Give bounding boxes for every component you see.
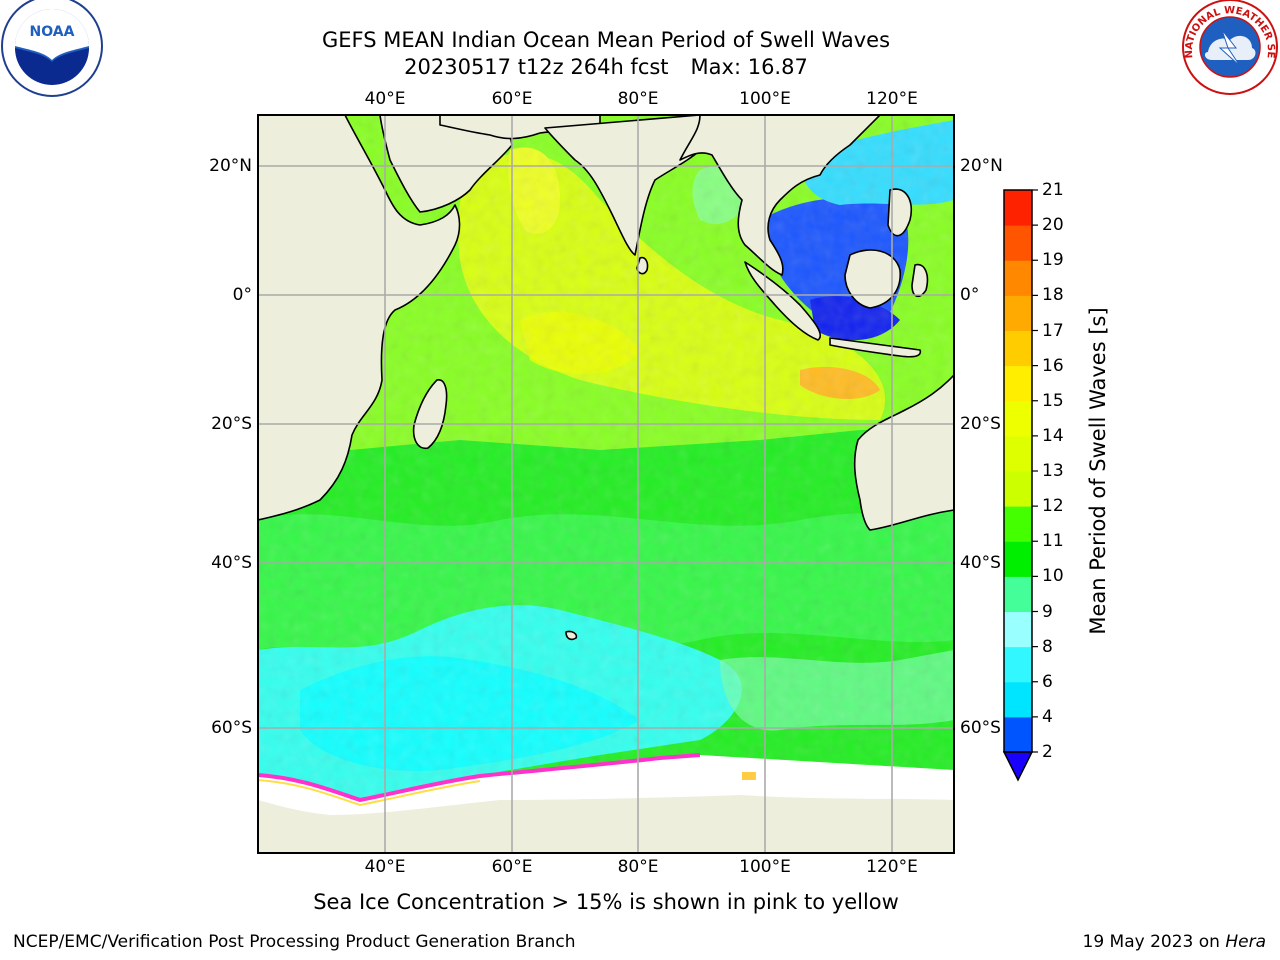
sea-ice-edge (258, 753, 701, 803)
colorbar-tick-label: 17 (1042, 320, 1064, 341)
kerguelen-land (565, 630, 578, 641)
colorbar-tick-label: 18 (1042, 285, 1064, 306)
colorbar-tick-label: 15 (1042, 390, 1064, 411)
arabia-land (379, 115, 513, 213)
lon-label-bottom-120e: 120°E (866, 857, 918, 877)
colorbar-tick-label: 12 (1042, 496, 1064, 517)
lon-label-bottom-80e: 80°E (617, 857, 659, 877)
colorbar-tick-label: 11 (1042, 531, 1064, 552)
map-frame (257, 114, 955, 854)
colorbar-segment (1004, 471, 1032, 507)
colorbar-label: Mean Period of Swell Waves [s] (1086, 307, 1110, 635)
seasia-land (679, 115, 881, 276)
madagascar-land (412, 379, 448, 449)
max-value: Max: 16.87 (690, 55, 808, 79)
colorbar-segment (1004, 260, 1032, 296)
colorbar-segment (1004, 506, 1032, 542)
colorbar-segment (1004, 330, 1032, 367)
footer-date-text: 19 May 2023 on (1082, 932, 1226, 952)
lat-label-left-20s: 20°S (211, 414, 252, 434)
land (258, 115, 954, 853)
footer-branch: NCEP/EMC/Verification Post Processing Pr… (13, 932, 576, 952)
colorbar-tick-label: 9 (1042, 601, 1053, 622)
map-area (258, 115, 954, 853)
colorbar-segment (1004, 716, 1032, 753)
colorbar-tick-label: 10 (1042, 566, 1064, 587)
lat-label-right-20s: 20°S (960, 414, 1001, 434)
colorbar-segment (1004, 611, 1032, 648)
colorbar-segment (1004, 541, 1032, 577)
sea-ice-edge-yellow (258, 779, 481, 807)
lat-label-left-40s: 40°S (211, 553, 252, 573)
java-land (829, 337, 922, 358)
noaa-logo: NOAA (1, 0, 103, 97)
colorbar-segment (1004, 435, 1032, 472)
lon-label-top-100e: 100°E (739, 89, 791, 109)
lon-label-bottom-60e: 60°E (491, 857, 533, 877)
lon-label-top-40e: 40°E (364, 89, 406, 109)
colorbar-tick-label: 13 (1042, 461, 1064, 481)
australia-land (853, 374, 954, 531)
lon-label-bottom-40e: 40°E (364, 857, 406, 877)
nws-logo-text: NATIONAL WEATHER SERVICE (0, 0, 1276, 59)
noaa-logo-text: NOAA (30, 24, 75, 40)
map-subtitle: 20230517 t12z 264h fcst Max: 16.87 (258, 54, 954, 81)
colorbar-tick-label: 2 (1042, 742, 1053, 762)
colorbar-segment (1004, 576, 1032, 612)
colorbar-tick-label: 21 (1042, 180, 1064, 200)
sulawesi-land (911, 263, 929, 298)
colorbar-under-arrow (1002, 751, 1034, 782)
colorbar-segment (1004, 190, 1032, 226)
colorbar-segment (1004, 365, 1032, 402)
sea-ice (258, 755, 954, 815)
colorbar (1002, 189, 1038, 782)
colorbar-segment (1004, 400, 1032, 437)
colorbar-tick-label: 14 (1042, 425, 1064, 446)
lon-label-bottom-100e: 100°E (739, 857, 791, 877)
colorbar-tick-label: 16 (1042, 355, 1064, 376)
colorbar-tick-label: 20 (1042, 215, 1064, 236)
africa-land (258, 115, 461, 521)
lon-label-top-120e: 120°E (866, 89, 918, 109)
footer-host: Hera (1225, 932, 1266, 952)
colorbar-segment (1004, 295, 1032, 331)
lat-label-right-20n: 20°N (960, 156, 1003, 176)
colorbar-tick-label: 4 (1042, 706, 1053, 727)
lat-label-left-20n: 20°N (209, 156, 252, 176)
colorbar-segment (1004, 225, 1032, 261)
graticule (258, 115, 954, 853)
nws-logo: NATIONAL WEATHER SERVICE (0, 0, 1278, 95)
colorbar-segment (1004, 681, 1032, 718)
colorbar-tick-label: 8 (1042, 636, 1053, 657)
colorbar-tick-label: 19 (1042, 250, 1064, 271)
lat-label-left-60s: 60°S (211, 718, 252, 738)
lon-label-top-80e: 80°E (617, 89, 659, 109)
sea-ice-patch (742, 772, 756, 780)
footer-date: 19 May 2023 on Hera (1083, 932, 1267, 952)
lat-label-right-60s: 60°S (960, 718, 1001, 738)
forecast-info: 20230517 t12z 264h fcst (404, 55, 669, 79)
colorbar-segment (1004, 646, 1032, 683)
lon-label-top-60e: 60°E (491, 89, 533, 109)
india-land (544, 115, 701, 256)
map-title: GEFS MEAN Indian Ocean Mean Period of Sw… (321, 28, 891, 52)
lat-label-right-40s: 40°S (960, 553, 1001, 573)
lat-label-right-0: 0° (960, 285, 980, 305)
lat-label-left-0: 0° (232, 285, 252, 305)
sea-ice-note: Sea Ice Concentration > 15% is shown in … (313, 890, 899, 914)
colorbar-tick-label: 6 (1042, 671, 1053, 692)
